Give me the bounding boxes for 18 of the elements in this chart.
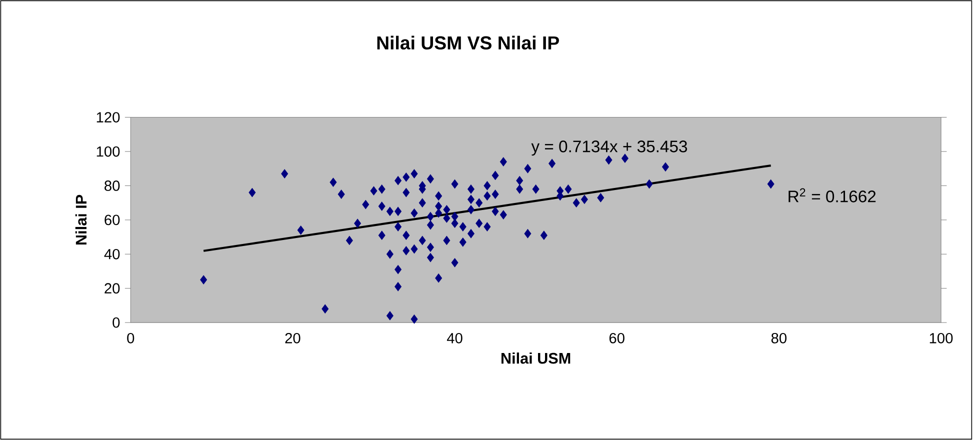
annotation: y = 0.7134x + 35.453 xyxy=(531,140,688,156)
y-tick-label: 100 xyxy=(96,146,120,157)
y-tick-label: 80 xyxy=(104,180,120,191)
x-tick-label: 20 xyxy=(285,333,300,344)
x-axis-title: Nilai USM xyxy=(502,352,570,364)
x-tick-label: 80 xyxy=(771,333,786,344)
y-tick-label: 60 xyxy=(104,214,120,226)
annotation: R$^{2}$ = 0.1662 xyxy=(788,188,876,202)
x-tick-label: 40 xyxy=(446,333,462,344)
y-tick-label: 120 xyxy=(96,112,120,123)
y-tick-label: 40 xyxy=(104,249,120,260)
chart-title: Nilai USM VS Nilai IP xyxy=(377,36,559,50)
x-tick-label: 100 xyxy=(930,333,953,344)
y-tick-label: 0 xyxy=(112,317,120,328)
y-axis-title: Nilai IP xyxy=(75,194,87,245)
y-tick-label: 20 xyxy=(104,283,120,294)
x-tick-label: 60 xyxy=(609,333,624,344)
x-tick-label: 0 xyxy=(127,333,134,344)
